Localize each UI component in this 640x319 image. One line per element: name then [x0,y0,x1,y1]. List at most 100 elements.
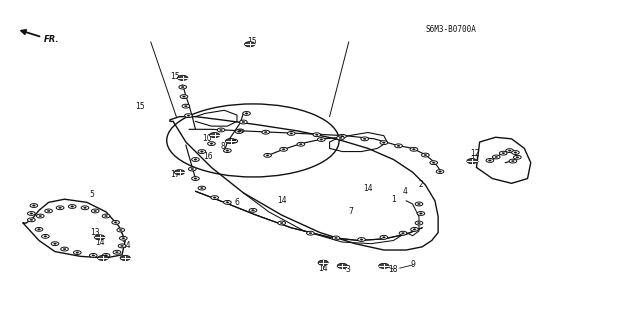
Circle shape [337,136,344,140]
Circle shape [92,209,99,213]
Circle shape [220,129,222,130]
Circle shape [182,96,186,97]
Circle shape [506,149,513,152]
Circle shape [63,249,66,250]
Circle shape [511,151,519,154]
Circle shape [297,142,305,146]
Circle shape [191,177,199,181]
Text: S6M3-B0700A: S6M3-B0700A [426,25,476,34]
Circle shape [413,149,415,150]
Text: 14: 14 [122,241,131,250]
Circle shape [379,263,389,269]
Circle shape [236,129,244,133]
Circle shape [116,252,118,253]
Circle shape [38,229,40,230]
Circle shape [418,203,420,204]
Circle shape [179,85,186,89]
Circle shape [422,153,429,157]
Circle shape [278,221,285,225]
Circle shape [45,209,52,213]
Text: 17: 17 [170,170,180,179]
Circle shape [252,210,254,211]
Circle shape [92,255,95,256]
Circle shape [121,245,124,247]
Text: 14: 14 [277,196,287,205]
Circle shape [300,144,302,145]
Circle shape [316,134,318,135]
Circle shape [191,168,194,170]
Circle shape [436,170,444,174]
Circle shape [81,206,89,210]
Circle shape [307,231,314,235]
Circle shape [217,128,225,132]
Circle shape [509,159,516,163]
Circle shape [39,215,42,217]
Circle shape [320,139,323,140]
Text: 5: 5 [90,190,95,199]
Circle shape [513,155,521,159]
Circle shape [90,254,97,257]
Circle shape [360,239,363,240]
Circle shape [264,131,267,133]
Circle shape [117,228,125,232]
Circle shape [42,234,49,238]
Circle shape [413,229,416,230]
Circle shape [118,244,126,248]
Circle shape [115,222,117,223]
Circle shape [120,236,127,240]
Circle shape [397,145,400,146]
Circle shape [508,150,511,151]
Circle shape [415,221,423,225]
Circle shape [502,152,504,154]
Circle shape [264,153,271,157]
Text: 15: 15 [170,72,180,81]
Circle shape [317,137,325,141]
Circle shape [420,213,422,214]
Circle shape [230,139,237,143]
Text: 7: 7 [348,207,353,216]
Circle shape [191,158,199,161]
Circle shape [112,220,120,224]
Circle shape [223,200,231,204]
Circle shape [383,142,385,143]
Circle shape [339,137,342,138]
Circle shape [213,197,216,198]
Circle shape [28,218,35,222]
Circle shape [313,133,321,137]
Circle shape [200,188,203,189]
Circle shape [411,227,419,231]
Circle shape [424,154,427,156]
Circle shape [280,222,283,224]
Circle shape [415,202,423,206]
Circle shape [174,170,184,175]
Circle shape [225,138,236,144]
Circle shape [181,86,184,88]
Circle shape [194,159,197,160]
Circle shape [226,202,228,203]
Circle shape [30,219,33,220]
Circle shape [102,254,110,257]
Text: 9: 9 [410,260,415,270]
Text: FR.: FR. [44,35,60,44]
Circle shape [105,215,108,217]
Text: 15: 15 [247,37,257,46]
Circle shape [280,147,287,151]
Circle shape [290,133,292,134]
Circle shape [341,136,344,137]
Circle shape [337,263,348,269]
Circle shape [211,196,218,199]
Text: 11: 11 [470,155,479,164]
Circle shape [332,236,340,240]
Circle shape [364,138,366,139]
Circle shape [226,150,228,151]
Circle shape [207,142,215,145]
Circle shape [335,237,337,239]
Circle shape [194,178,197,179]
Circle shape [380,141,388,145]
Circle shape [239,130,241,131]
Circle shape [282,149,285,150]
Circle shape [184,106,188,107]
Circle shape [102,214,110,218]
Text: 1: 1 [391,195,396,204]
Text: 3: 3 [345,264,350,274]
